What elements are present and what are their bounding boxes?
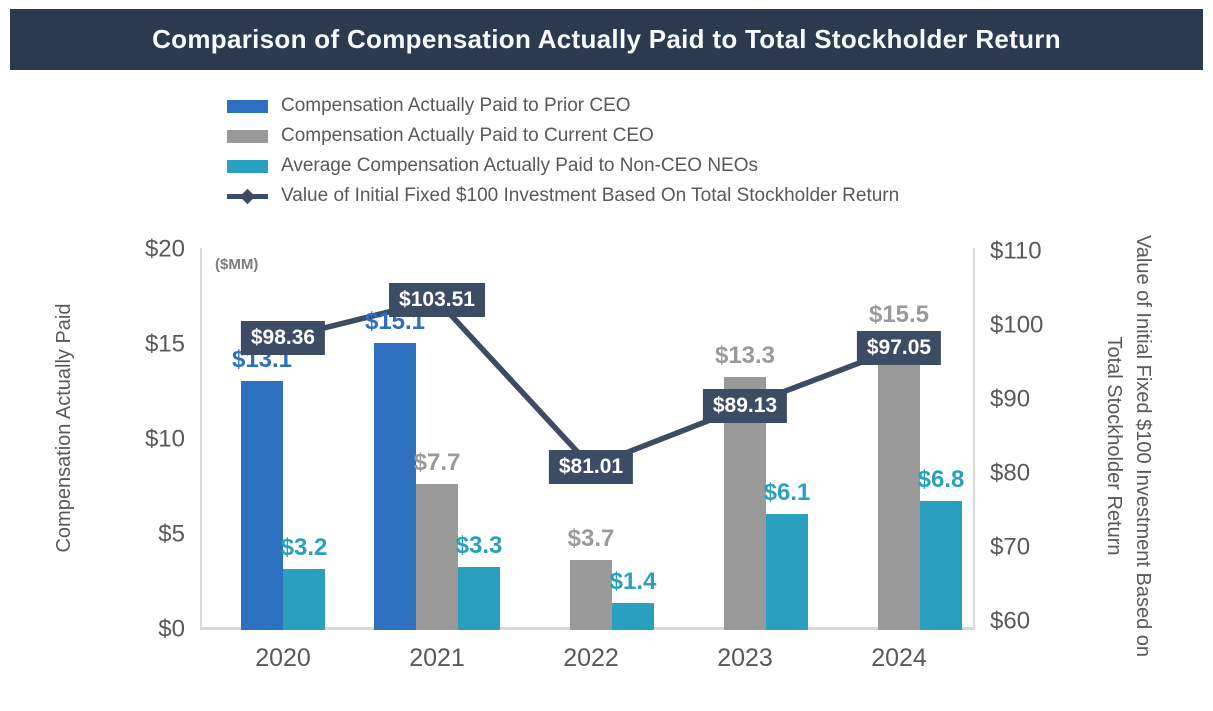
bar-value-label: $3.2: [280, 534, 328, 562]
tsr-point-label: $89.13: [702, 389, 788, 424]
right-tick-$70: $70: [990, 533, 1031, 561]
left-tick-$10: $10: [144, 425, 185, 453]
bar-2021: [416, 483, 458, 630]
legend-item-2: Average Compensation Actually Paid to No…: [227, 151, 899, 181]
right-tick-$80: $80: [990, 459, 1031, 487]
bar-value-label: $13.3: [714, 342, 776, 370]
bar-value-label: $6.1: [763, 479, 811, 507]
legend-item-0: Compensation Actually Paid to Prior CEO: [227, 91, 899, 121]
tsr-point-label: $97.05: [856, 330, 942, 365]
right-axis-title-line2: Total Stockholder Return: [1103, 336, 1125, 556]
legend-label: Average Compensation Actually Paid to No…: [281, 155, 758, 176]
bar-2022: [570, 559, 612, 630]
right-tick-$110: $110: [990, 237, 1042, 265]
left-tick-$0: $0: [158, 615, 185, 643]
chart-title: Comparison of Compensation Actually Paid…: [152, 24, 1061, 54]
legend-item-1: Compensation Actually Paid to Current CE…: [227, 121, 899, 151]
legend-label: Compensation Actually Paid to Current CE…: [281, 125, 654, 146]
bar-2021: [458, 567, 500, 630]
tsr-point-label: $98.36: [240, 321, 326, 356]
legend-label: Value of Initial Fixed $100 Investment B…: [281, 185, 900, 206]
bar-2023: [766, 514, 808, 630]
legend-label: Compensation Actually Paid to Prior CEO: [281, 95, 631, 116]
right-axis-title-line1: Value of Initial Fixed $100 Investment B…: [1132, 234, 1154, 658]
right-tick-$60: $60: [990, 607, 1031, 635]
bar-2022: [612, 603, 654, 630]
legend-item-3: Value of Initial Fixed $100 Investment B…: [227, 181, 899, 211]
right-axis-title: Value of Initial Fixed $100 Investment B…: [1099, 206, 1157, 686]
right-tick-$100: $100: [990, 311, 1044, 339]
x-label-2022: 2022: [563, 644, 619, 672]
left-tick-$15: $15: [144, 330, 185, 358]
x-label-2024: 2024: [871, 644, 927, 672]
bar-2021: [374, 343, 416, 630]
right-tick-$90: $90: [990, 385, 1031, 413]
bar-value-label: $15.5: [868, 300, 930, 328]
left-tick-$5: $5: [158, 520, 185, 548]
bar-value-label: $6.8: [917, 465, 965, 493]
legend-swatch-icon: [227, 99, 268, 113]
left-tick-$20: $20: [144, 235, 185, 263]
bar-2020: [283, 569, 325, 630]
bar-value-label: $7.7: [413, 448, 461, 476]
legend-swatch-icon: [227, 129, 268, 143]
bar-value-label: $3.7: [567, 524, 615, 552]
bar-value-label: $1.4: [609, 568, 657, 596]
x-label-2023: 2023: [717, 644, 773, 672]
unit-note-label: ($MM): [215, 256, 259, 273]
legend-swatch-icon: [227, 159, 268, 173]
tsr-point-label: $103.51: [389, 283, 485, 318]
bar-2020: [241, 381, 283, 630]
legend-line-marker-icon: [227, 188, 268, 204]
legend: Compensation Actually Paid to Prior CEO C…: [227, 91, 899, 211]
tsr-point-label: $81.01: [548, 449, 634, 484]
x-label-2020: 2020: [255, 644, 311, 672]
legend-diamond-icon: [239, 188, 256, 204]
chart-title-bar: Comparison of Compensation Actually Paid…: [10, 9, 1203, 70]
bar-value-label: $3.3: [455, 532, 503, 560]
bar-2024: [920, 500, 962, 630]
x-label-2021: 2021: [409, 644, 465, 672]
